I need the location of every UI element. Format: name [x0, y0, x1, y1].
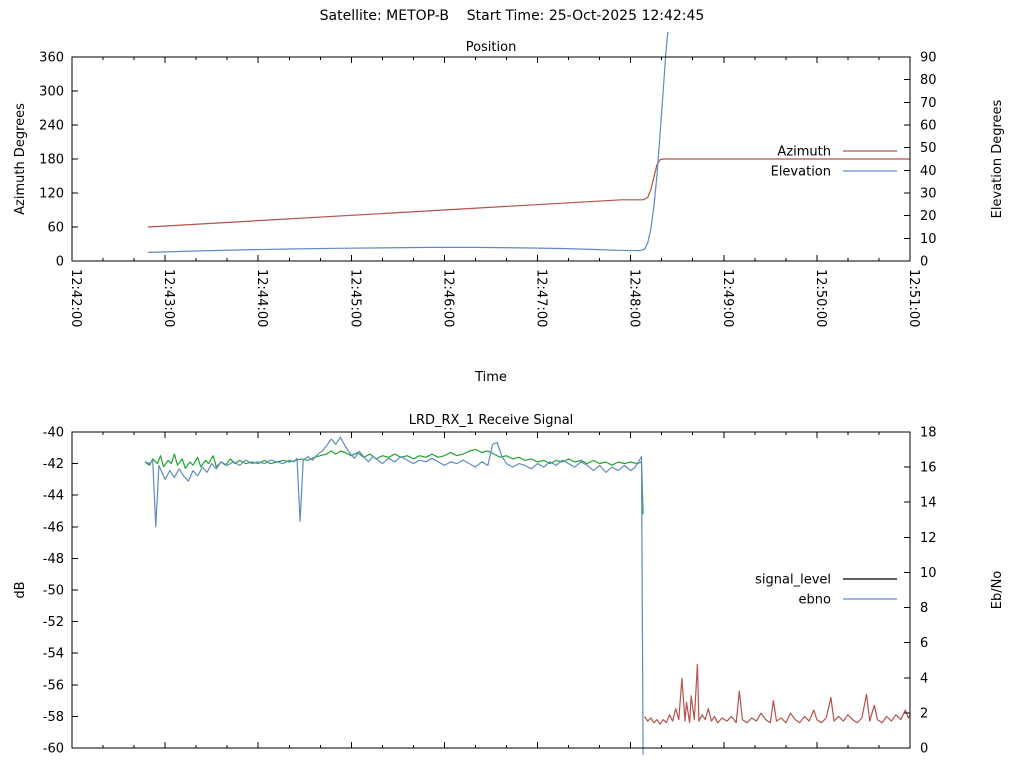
y-right-tick-label: 4 — [920, 671, 928, 686]
y-right-tick-label: 40 — [920, 164, 937, 179]
x-tick-label: 12:51:00 — [906, 269, 921, 327]
y-left-tick-label: -42 — [43, 457, 64, 472]
x-tick-label: 12:43:00 — [161, 269, 176, 327]
legend-label: Azimuth — [777, 145, 831, 160]
y-right-tick-label: 0 — [920, 255, 928, 270]
y-right-axis-label: Elevation Degrees — [990, 99, 1005, 218]
y-left-tick-label: 180 — [39, 153, 64, 168]
y-left-tick-label: -56 — [43, 678, 64, 693]
y-right-tick-label: 10 — [920, 566, 937, 581]
y-right-tick-label: 8 — [920, 601, 928, 616]
y-left-tick-label: -58 — [43, 710, 64, 725]
y-left-tick-label: 120 — [39, 187, 64, 202]
y-right-tick-label: 2 — [920, 706, 928, 721]
y-left-axis-label: dB — [13, 581, 28, 598]
x-tick-label: 12:47:00 — [534, 269, 549, 327]
y-right-tick-label: 70 — [920, 96, 937, 111]
x-tick-label: 12:44:00 — [254, 269, 269, 327]
y-left-tick-label: -40 — [43, 426, 64, 441]
y-left-tick-label: 360 — [39, 51, 64, 66]
y-right-tick-label: 0 — [920, 742, 928, 757]
main-title: Satellite: METOP-B Start Time: 25-Oct-20… — [319, 8, 705, 24]
plot-border — [71, 431, 911, 749]
y-left-tick-label: -54 — [43, 647, 64, 662]
y-left-tick-label: 300 — [39, 85, 64, 100]
y-left-axis-label: Azimuth Degrees — [13, 103, 28, 215]
x-tick-label: 12:42:00 — [68, 269, 83, 327]
legend-label: Elevation — [771, 165, 831, 180]
y-left-tick-label: -60 — [43, 742, 64, 757]
series-signal_level_noise_floor — [644, 663, 911, 725]
y-right-tick-label: 80 — [920, 73, 937, 88]
y-right-tick-label: 50 — [920, 141, 937, 156]
y-right-tick-label: 30 — [920, 187, 937, 202]
y-left-tick-label: -50 — [43, 584, 64, 599]
y-right-tick-label: 90 — [920, 51, 937, 66]
y-right-tick-label: 10 — [920, 232, 937, 247]
x-tick-label: 12:50:00 — [813, 269, 828, 327]
series-signal_level_track — [144, 448, 644, 515]
chart-title: Position — [466, 40, 517, 55]
series-azimuth — [147, 158, 910, 228]
y-right-tick-label: 14 — [920, 496, 937, 511]
y-left-tick-label: -52 — [43, 615, 64, 630]
y-right-axis-label: Eb/No — [990, 571, 1005, 610]
series-elevation — [147, 32, 669, 253]
y-right-tick-label: 18 — [920, 426, 937, 441]
x-tick-label: 12:46:00 — [440, 269, 455, 327]
legend-label: signal_level — [755, 573, 831, 588]
y-left-tick-label: -48 — [43, 552, 64, 567]
y-right-tick-label: 20 — [920, 209, 937, 224]
y-left-tick-label: -44 — [43, 489, 64, 504]
y-left-tick-label: 0 — [56, 255, 64, 270]
x-tick-label: 12:45:00 — [347, 269, 362, 327]
y-left-tick-label: -46 — [43, 520, 64, 535]
chart-title: LRD_RX_1 Receive Signal — [409, 413, 574, 428]
y-right-tick-label: 16 — [920, 461, 937, 476]
x-tick-label: 12:49:00 — [720, 269, 735, 327]
x-axis-label: Time — [474, 370, 507, 385]
y-right-tick-label: 60 — [920, 119, 937, 134]
y-left-tick-label: 240 — [39, 119, 64, 134]
y-right-tick-label: 12 — [920, 531, 937, 546]
y-left-tick-label: 60 — [47, 221, 64, 236]
y-right-tick-label: 6 — [920, 636, 928, 651]
legend-label: ebno — [799, 593, 831, 608]
series-ebno — [144, 436, 644, 756]
x-tick-label: 12:48:00 — [627, 269, 642, 327]
